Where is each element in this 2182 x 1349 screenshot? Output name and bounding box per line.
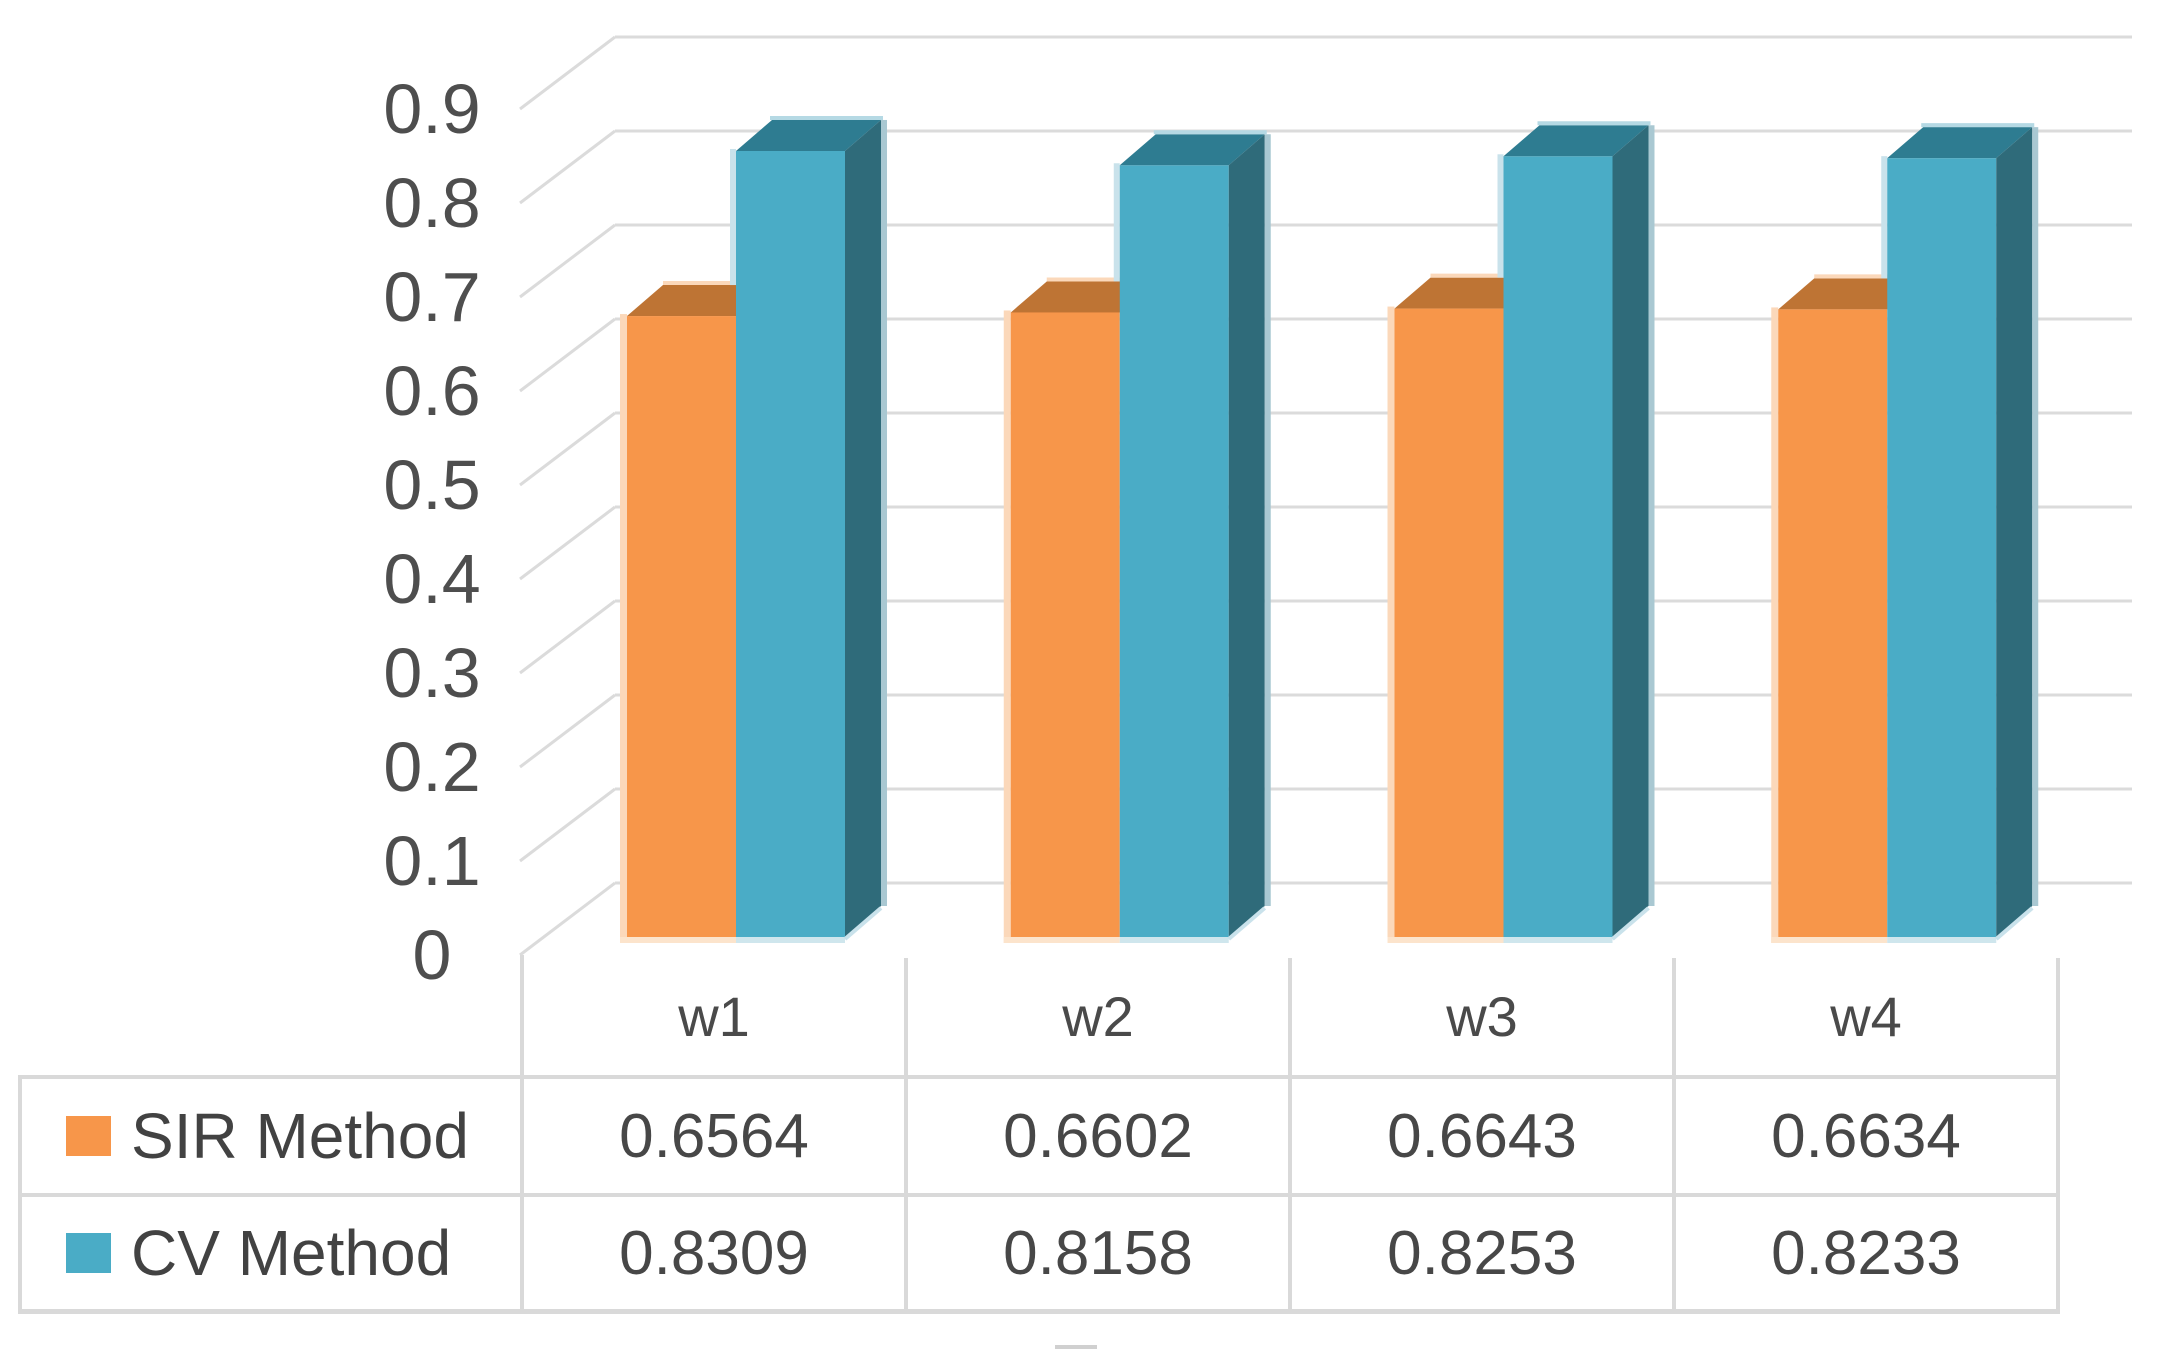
bar-cv-method-top-w2 xyxy=(1119,134,1265,166)
gridline-depth-segment xyxy=(519,599,616,675)
bar-sir-halo-w2 xyxy=(1003,310,1011,943)
category-label: w3 xyxy=(1446,985,1518,1048)
table-border-line xyxy=(18,1193,2060,1197)
gridline-depth-segment xyxy=(519,317,616,393)
bar-sir-method-w4 xyxy=(1778,309,1888,938)
bar-sir-halo-w1 xyxy=(620,314,627,943)
table-cell-value: 0.8233 xyxy=(1771,1218,1961,1288)
bar-sir-method-w1 xyxy=(627,316,736,937)
table-cell-value: 0.6564 xyxy=(619,1101,809,1171)
bar-cv-edge-w4 xyxy=(2032,127,2039,906)
y-axis-tick-label: 0.6 xyxy=(383,352,480,430)
bar-cv-method-w2 xyxy=(1119,165,1229,938)
table-border-line xyxy=(1672,958,1676,1314)
bar-cv-halo-w1 xyxy=(736,937,845,943)
y-axis-tick-label: 0.8 xyxy=(383,164,480,242)
bottom-handle-fragment xyxy=(1055,1345,1097,1349)
table-border-line xyxy=(1288,958,1292,1314)
bar-sir-method-top-w1 xyxy=(627,285,772,317)
table-cell-value: 0.8309 xyxy=(619,1218,809,1288)
table-cell-value: 0.6602 xyxy=(1003,1101,1193,1171)
bar-cv-method-side-w2 xyxy=(1228,134,1265,938)
bar-sir-halo-w3 xyxy=(1387,937,1504,943)
bar-sir-halo-w1 xyxy=(620,937,736,943)
bar-cv-edge-w4 xyxy=(1994,906,2034,941)
legend-label: SIR Method xyxy=(131,1100,469,1172)
bar-cv-halo-w3 xyxy=(1497,154,1504,278)
gridline-depth-segment xyxy=(519,693,616,769)
bar-sir-method-top-w2 xyxy=(1010,281,1156,313)
bar-sir-halo-w4 xyxy=(1771,937,1888,943)
bar-cv-method-top-w1 xyxy=(736,119,881,151)
y-axis-tick-label: 0.4 xyxy=(383,540,480,618)
bar-cv-halo-w2 xyxy=(1119,937,1229,943)
y-axis-tick-label: 0.1 xyxy=(383,822,480,900)
gridline-depth-segment xyxy=(519,787,616,863)
bar-cv-edge-w1 xyxy=(843,906,883,941)
category-label: w1 xyxy=(678,985,750,1048)
y-axis-tick-label: 0.7 xyxy=(383,258,480,336)
y-axis-tick-label: 0.2 xyxy=(383,728,480,806)
gridline-depth-segment xyxy=(519,129,616,205)
legend-label: CV Method xyxy=(131,1217,452,1289)
bar-cv-method-top-w3 xyxy=(1503,125,1649,157)
bar-cv-halo-w3 xyxy=(1503,937,1613,943)
bar-cv-method-top-w4 xyxy=(1887,127,2033,159)
bar-cv-halo-w4 xyxy=(1887,937,1997,943)
bar-cv-method-w3 xyxy=(1503,156,1613,937)
table-cell-value: 0.8253 xyxy=(1387,1218,1577,1288)
bar-cv-halo-w1 xyxy=(730,148,736,286)
bar-cv-edge-w3 xyxy=(1648,125,1655,907)
bar-cv-method-side-w3 xyxy=(1612,125,1649,938)
table-cell-value: 0.6643 xyxy=(1387,1101,1577,1171)
bar-cv-edge-w3 xyxy=(1611,906,1650,941)
y-axis-tick-label: 0.9 xyxy=(383,70,480,148)
legend-swatch-cv-method xyxy=(66,1233,111,1273)
legend-swatch-sir-method xyxy=(66,1116,111,1156)
y-axis-tick-label: 0.5 xyxy=(383,446,480,524)
legend-item-cv-method: CV Method xyxy=(18,1197,520,1309)
table-border-line xyxy=(18,1075,2060,1079)
bar-cv-edge-w2 xyxy=(1227,906,1267,941)
table-cell-value: 0.6634 xyxy=(1771,1101,1961,1171)
gridline-depth-segment xyxy=(519,35,616,111)
gridline-depth-segment xyxy=(519,881,616,957)
bar-cv-method-side-w1 xyxy=(845,119,881,937)
table-border-line xyxy=(904,958,908,1314)
gridline-depth-segment xyxy=(519,505,616,581)
bar-cv-edge-w1 xyxy=(881,119,887,906)
y-axis-tick-label: 0.3 xyxy=(383,634,480,712)
table-border-line xyxy=(2056,958,2060,1314)
bar-cv-method-w4 xyxy=(1887,158,1997,937)
bar-cv-edge-w2 xyxy=(1264,134,1271,907)
table-border-line xyxy=(18,1309,2060,1314)
bar-cv-halo-w4 xyxy=(1881,156,1888,279)
bar-sir-halo-w2 xyxy=(1003,937,1120,943)
category-label: w2 xyxy=(1062,985,1134,1048)
bar-cv-method-w1 xyxy=(736,150,845,937)
legend-item-sir-method: SIR Method xyxy=(18,1079,520,1193)
category-label: w4 xyxy=(1830,985,1902,1048)
gridline-depth-segment xyxy=(519,223,616,299)
y-axis-tick-label: 0 xyxy=(413,916,452,994)
bar-sir-method-w3 xyxy=(1394,308,1504,937)
table-border-line xyxy=(18,1075,22,1314)
gridline-depth-segment xyxy=(519,411,616,487)
bar-cv-halo-w2 xyxy=(1113,163,1120,282)
bar-sir-method-top-w4 xyxy=(1778,278,1924,310)
table-cell-value: 0.8158 xyxy=(1003,1218,1193,1288)
table-border-line xyxy=(520,955,524,1314)
bar-cv-method-side-w4 xyxy=(1996,127,2033,937)
bar-sir-halo-w4 xyxy=(1771,307,1779,944)
bar-sir-method-w2 xyxy=(1010,312,1120,937)
bar-sir-method-top-w3 xyxy=(1394,277,1540,309)
bar-sir-halo-w3 xyxy=(1387,306,1395,943)
